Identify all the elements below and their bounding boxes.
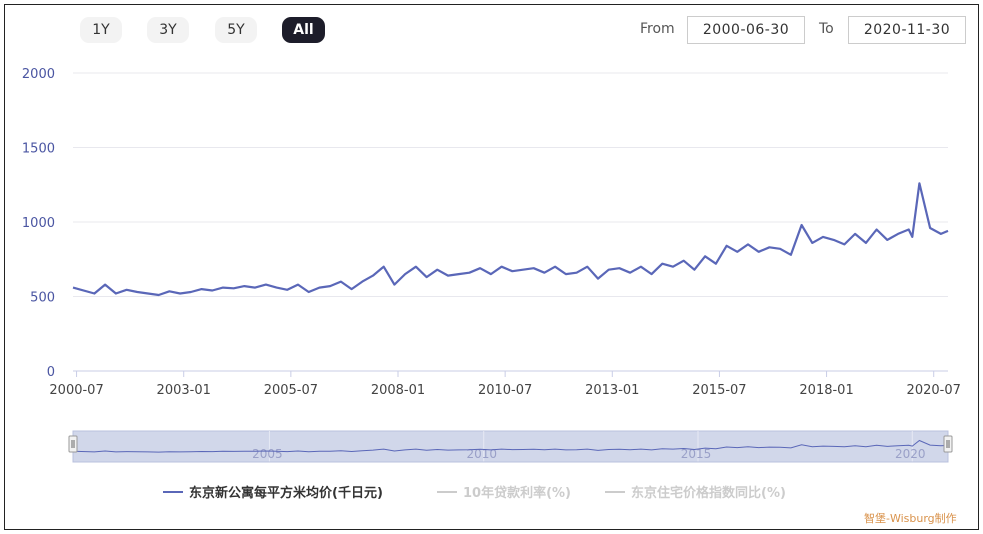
x-tick-label: 2000-07 <box>49 383 103 398</box>
x-tick-label: 2008-01 <box>371 383 425 398</box>
x-axis-ticks: 2000-07 2003-01 2005-07 2008-01 2010-07 2013-… <box>49 371 961 398</box>
range-button-all[interactable]: All <box>282 17 325 43</box>
navigator-year-label: 2015 <box>681 447 712 461</box>
series-line <box>72 182 949 297</box>
navigator-year-label: 2005 <box>252 447 283 461</box>
navigator-series-line <box>72 439 949 453</box>
navigator-year-label: 2010 <box>466 447 497 461</box>
navigator-left-handle <box>68 435 78 453</box>
from-date-input[interactable]: 2000-06-30 <box>687 16 805 44</box>
y-tick-label: 500 <box>30 291 55 306</box>
range-button-5y[interactable]: 5Y <box>215 17 257 43</box>
range-button-1y[interactable]: 1Y <box>80 17 122 43</box>
x-tick-label: 2005-07 <box>264 383 318 398</box>
x-tick-label: 2015-07 <box>692 383 746 398</box>
x-tick-label: 2010-07 <box>478 383 532 398</box>
from-label: From <box>640 21 675 37</box>
y-axis-ticks: 0 500 1000 1500 2000 <box>22 67 55 380</box>
to-date-input[interactable]: 2020-11-30 <box>848 16 966 44</box>
y-tick-label: 1500 <box>22 142 55 157</box>
y-tick-label: 2000 <box>22 67 55 82</box>
navigator-selection <box>72 430 949 463</box>
x-tick-label: 2018-01 <box>799 383 853 398</box>
y-tick-label: 0 <box>47 365 55 380</box>
x-tick-label: 2003-01 <box>157 383 211 398</box>
main-series <box>72 182 949 297</box>
x-tick-label: 2013-01 <box>585 383 639 398</box>
legend-item: 东京住宅价格指数同比(%) <box>631 485 786 501</box>
grid-lines <box>73 72 948 372</box>
navigator-year-label: 2020 <box>895 447 926 461</box>
navigator: 2005 2010 2015 2020 <box>68 430 953 463</box>
navigator-right-handle <box>943 435 953 453</box>
legend-item: 10年贷款利率(%) <box>463 485 571 501</box>
range-button-3y[interactable]: 3Y <box>147 17 189 43</box>
legend: 东京新公寓每平方米均价(千日元) 10年贷款利率(%) 东京住宅价格指数同比(%) <box>163 485 786 501</box>
x-tick-label: 2020-07 <box>907 383 961 398</box>
legend-item: 东京新公寓每平方米均价(千日元) <box>189 485 383 501</box>
y-tick-label: 1000 <box>22 216 55 231</box>
credit-text: 智堡-Wisburg制作 <box>864 512 957 525</box>
to-label: To <box>819 21 834 37</box>
